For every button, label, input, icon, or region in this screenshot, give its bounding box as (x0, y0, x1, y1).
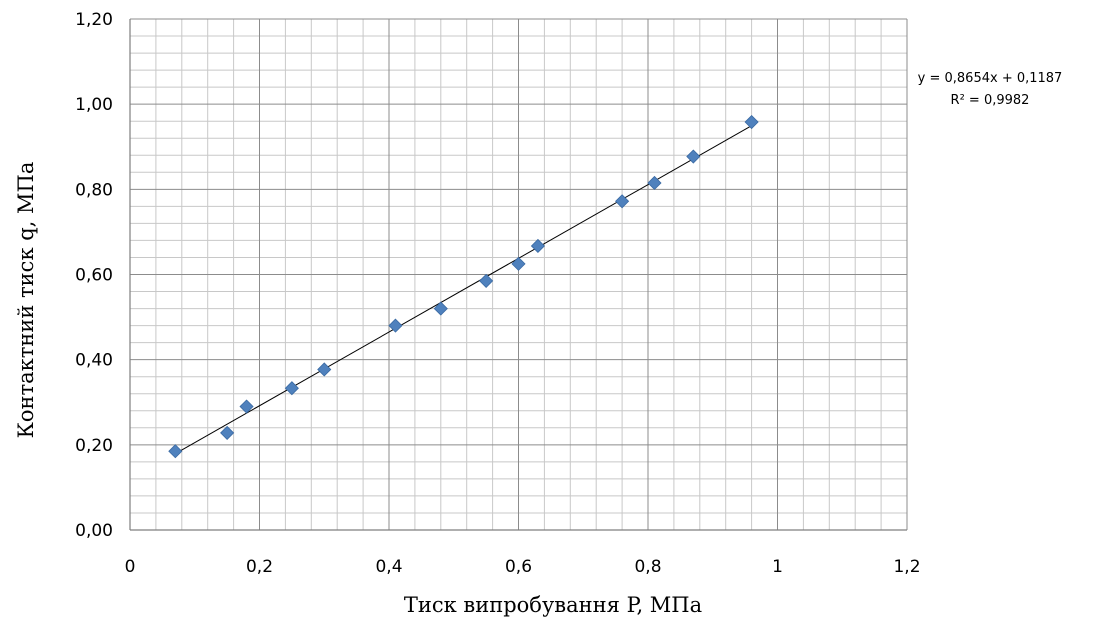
data-point (433, 301, 448, 316)
data-point (220, 425, 235, 440)
x-tick-label: 0 (125, 557, 136, 577)
y-tick-label: 0,60 (75, 266, 113, 286)
x-tick-label: 0,8 (634, 557, 661, 577)
data-point (388, 318, 403, 333)
y-tick-labels: 0,00 0,20 0,40 0,60 0,80 1,00 1,20 (75, 10, 113, 541)
y-tick-label: 0,00 (75, 521, 113, 541)
data-point (317, 362, 332, 377)
data-point (511, 256, 526, 271)
data-points (168, 114, 759, 459)
data-point (686, 149, 701, 164)
data-point (647, 175, 662, 191)
axes (129, 19, 907, 531)
data-point (530, 238, 545, 254)
data-point (744, 114, 759, 130)
trendline-equation: y = 0,8654x + 0,1187 (918, 71, 1063, 86)
data-point (284, 381, 299, 396)
y-tick-label: 1,00 (75, 95, 113, 115)
x-tick-labels: 0 0,2 0,4 0,6 0,8 1 1,2 (125, 557, 921, 577)
data-point (168, 444, 183, 459)
y-tick-label: 0,40 (75, 351, 113, 371)
x-tick-label: 0,2 (246, 557, 273, 577)
major-gridlines (130, 18, 908, 530)
x-tick-label: 1,2 (893, 557, 920, 577)
data-point (239, 399, 254, 414)
y-tick-label: 1,20 (75, 10, 113, 30)
x-axis-title: Тиск випробування P, МПа (404, 593, 702, 617)
x-tick-label: 0,4 (375, 557, 402, 577)
y-tick-label: 0,20 (75, 436, 113, 456)
x-tick-label: 1 (772, 557, 783, 577)
data-point (615, 194, 630, 209)
y-tick-label: 0,80 (75, 180, 113, 200)
trendline-line (175, 125, 752, 455)
trendline (175, 125, 752, 455)
data-point (479, 273, 494, 288)
trendline-r-squared: R² = 0,9982 (951, 93, 1030, 108)
x-tick-label: 0,6 (505, 557, 532, 577)
y-axis-title: Контактний тиск q, МПа (14, 162, 38, 439)
